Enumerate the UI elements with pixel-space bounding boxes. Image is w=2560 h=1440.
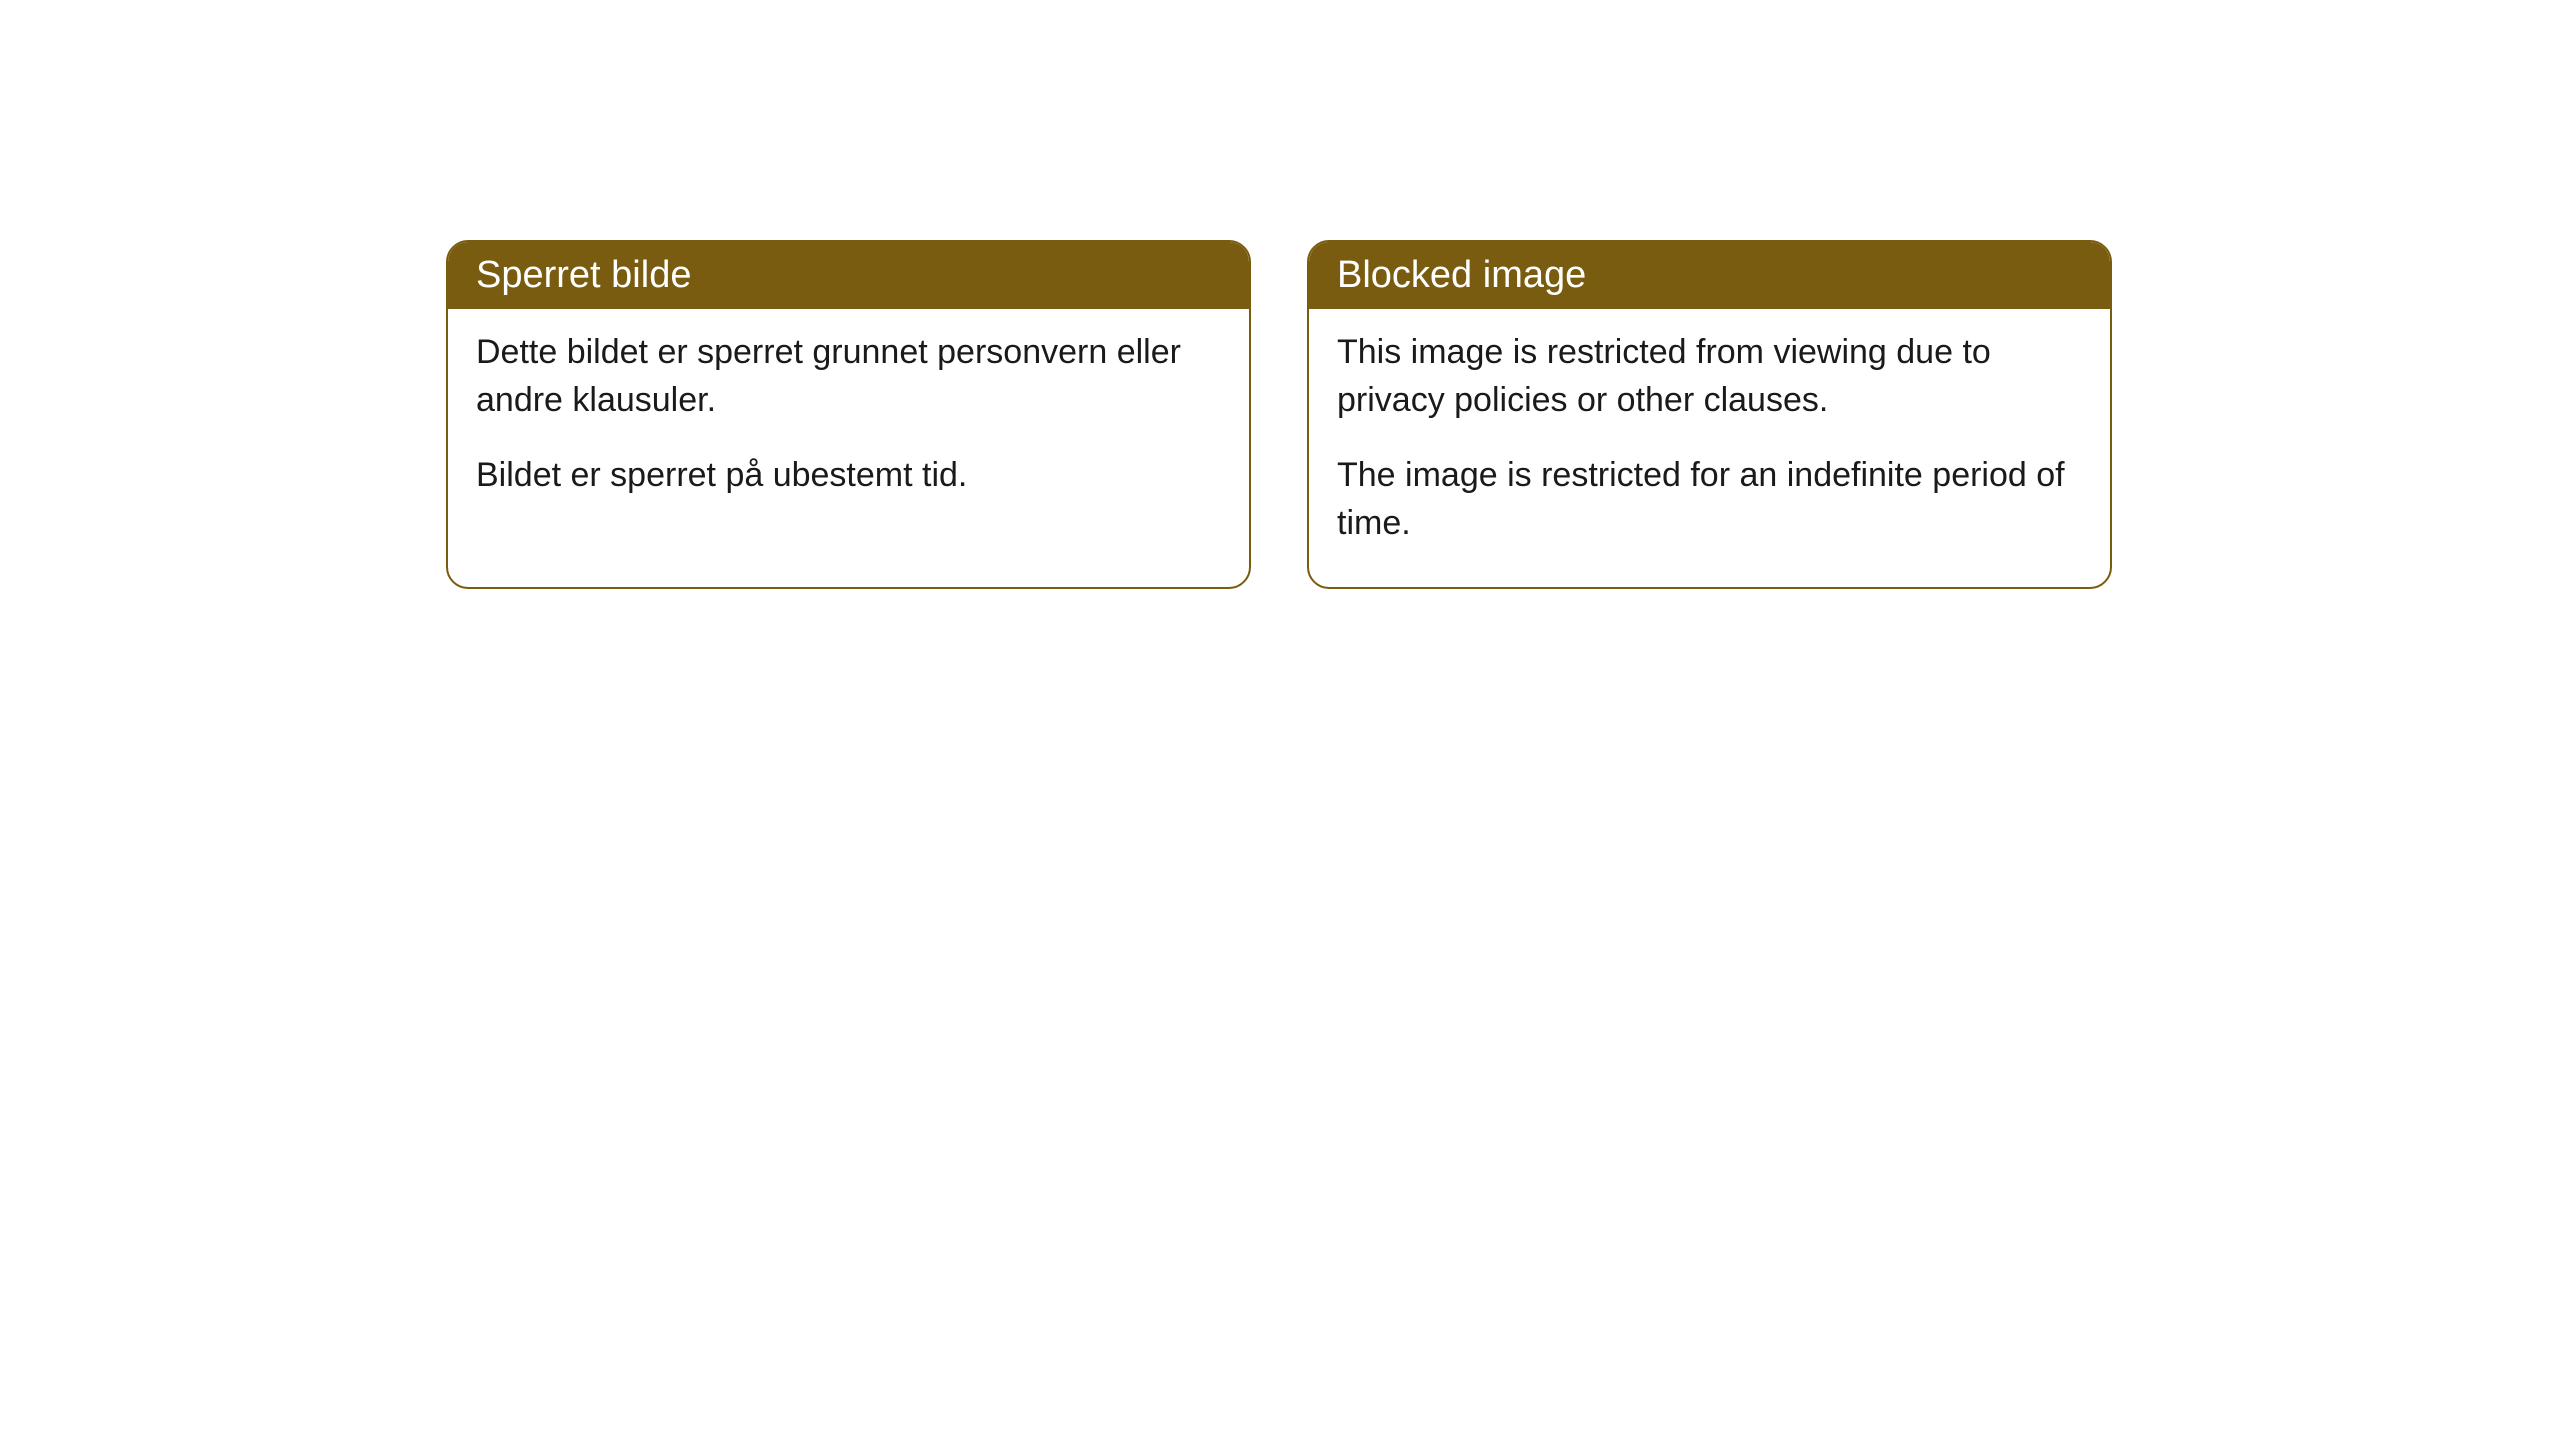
card-paragraph-1-norwegian: Dette bildet er sperret grunnet personve… bbox=[476, 329, 1221, 424]
card-paragraph-1-english: This image is restricted from viewing du… bbox=[1337, 329, 2082, 424]
card-paragraph-2-norwegian: Bildet er sperret på ubestemt tid. bbox=[476, 452, 1221, 500]
card-english: Blocked image This image is restricted f… bbox=[1307, 240, 2112, 589]
cards-container: Sperret bilde Dette bildet er sperret gr… bbox=[0, 0, 2560, 589]
card-norwegian: Sperret bilde Dette bildet er sperret gr… bbox=[446, 240, 1251, 589]
card-title-english: Blocked image bbox=[1309, 242, 2110, 309]
card-body-norwegian: Dette bildet er sperret grunnet personve… bbox=[448, 309, 1249, 540]
card-title-norwegian: Sperret bilde bbox=[448, 242, 1249, 309]
card-paragraph-2-english: The image is restricted for an indefinit… bbox=[1337, 452, 2082, 547]
card-body-english: This image is restricted from viewing du… bbox=[1309, 309, 2110, 587]
